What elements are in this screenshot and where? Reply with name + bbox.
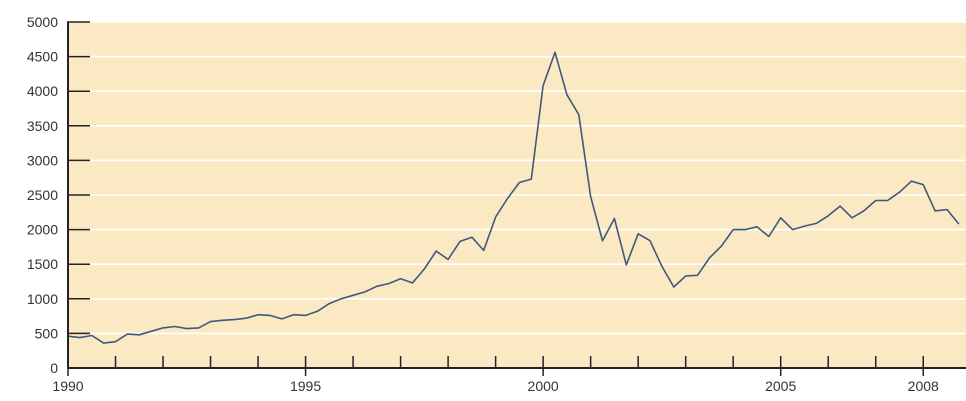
x-tick-label-2000: 2000 <box>528 378 559 394</box>
y-tick-label-3000: 3000 <box>27 152 58 168</box>
y-tick-label-2000: 2000 <box>27 222 58 238</box>
y-tick-label-4000: 4000 <box>27 83 58 99</box>
y-tick-label-1500: 1500 <box>27 256 58 272</box>
x-tick-label-1990: 1990 <box>52 378 83 394</box>
x-tick-label-1995: 1995 <box>290 378 321 394</box>
y-tick-label-4500: 4500 <box>27 49 58 65</box>
y-tick-label-5000: 5000 <box>27 14 58 30</box>
y-tick-label-1000: 1000 <box>27 291 58 307</box>
grid-lines <box>68 21 966 335</box>
y-tick-label-2500: 2500 <box>27 187 58 203</box>
y-tick-label-3500: 3500 <box>27 118 58 134</box>
axes <box>67 21 966 376</box>
x-tick-label-2005: 2005 <box>765 378 796 394</box>
y-tick-label-0: 0 <box>50 360 58 376</box>
series-line-0 <box>68 51 960 344</box>
series-layer <box>68 51 960 344</box>
x-tick-label-2008: 2008 <box>908 378 939 394</box>
y-tick-label-500: 500 <box>35 325 59 341</box>
tick-labels: 0 500 1000 1500 2000 2500 3000 3500 4000 4500 5000… <box>27 14 939 394</box>
